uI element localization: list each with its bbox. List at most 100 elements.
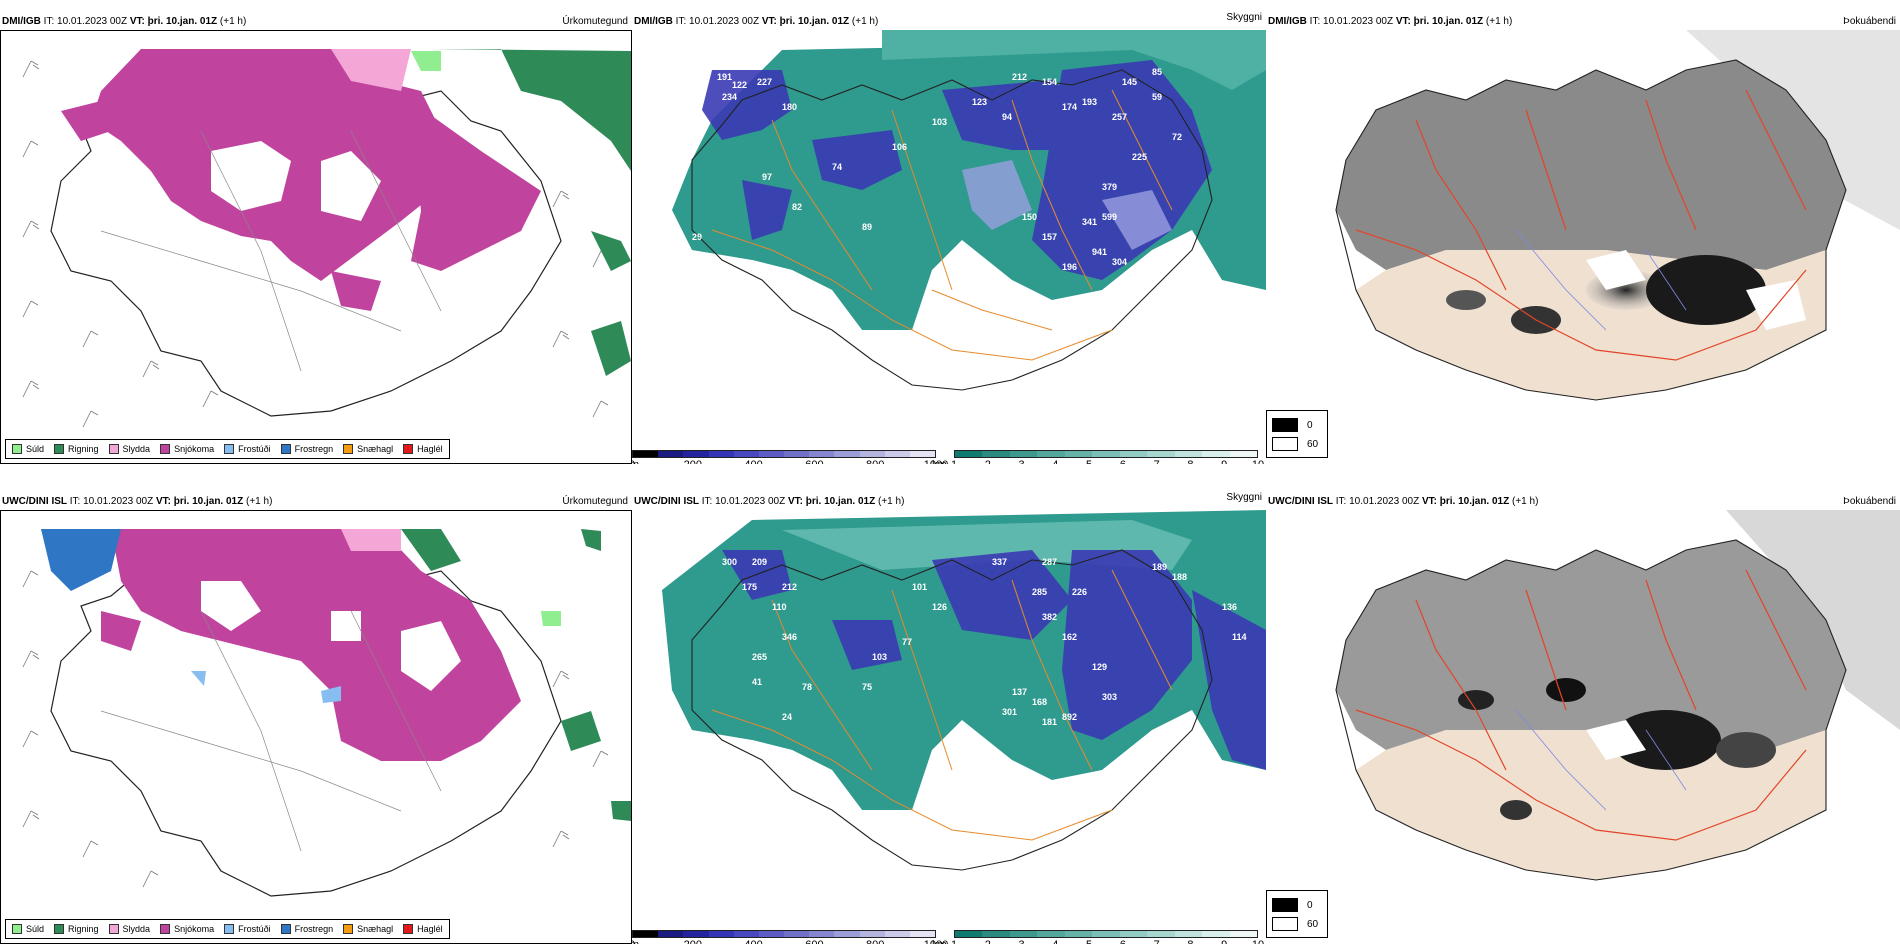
visibility-value-label: 162 <box>1062 632 1077 642</box>
visibility-value-label: 103 <box>872 652 887 662</box>
colorbar-segment <box>733 451 759 457</box>
colorbar-tick: 1 <box>951 939 957 944</box>
visibility-value-label: 72 <box>1172 132 1182 142</box>
colorbar-tick: 800 <box>866 939 884 944</box>
visibility-value-label: 174 <box>1062 102 1077 112</box>
legend-item: Súld <box>12 924 44 934</box>
visibility-value-label: 136 <box>1222 602 1237 612</box>
visibility-value-label: 304 <box>1112 257 1127 267</box>
colorbar-tick: 1000 <box>924 939 948 944</box>
colorbar-segment <box>982 451 1010 457</box>
visibility-value-label: 382 <box>1042 612 1057 622</box>
colorbar-segment <box>784 451 810 457</box>
visibility-value-label: 114 <box>1232 632 1247 642</box>
colorbar-segment <box>683 931 709 937</box>
colorbar-segment <box>758 931 785 937</box>
colorbar-tick: 400 <box>744 459 762 464</box>
colorbar-tick: 7 <box>1154 459 1160 464</box>
colorbar-segment <box>708 931 734 937</box>
visibility-value-label: 300 <box>722 557 737 567</box>
visibility-value-label: 122 <box>732 80 747 90</box>
visibility-value-label: 145 <box>1122 77 1137 87</box>
colorbar-segment <box>982 931 1010 937</box>
legend-item: Haglél <box>403 924 443 934</box>
colorbar-segment <box>1202 931 1230 937</box>
colorbar-tick: 200 <box>684 939 702 944</box>
legend-item: Frostregn <box>280 444 333 454</box>
visibility-value-label: 941 <box>1092 247 1107 257</box>
visibility-m-colorbar: m 02004006008001000 <box>632 450 948 464</box>
colorbar-tick: 10 <box>1252 459 1264 464</box>
colorbar-segment <box>1009 931 1038 937</box>
colorbar-segment <box>1147 451 1175 457</box>
colorbar-tick: 200 <box>684 459 702 464</box>
colorbar-segment <box>1229 931 1257 937</box>
colorbar-segment <box>708 451 734 457</box>
visibility-value-label: 301 <box>1002 707 1017 717</box>
colorbar-segment <box>859 931 885 937</box>
visibility-value-label: 85 <box>1152 67 1162 77</box>
precip-type-legend: Súld Rigning Slydda Snjókoma Frostúði Fr… <box>5 919 450 939</box>
fog-map <box>1266 510 1900 944</box>
colorbar-segment <box>1092 931 1120 937</box>
visibility-value-label: 126 <box>932 602 947 612</box>
panel-header: UWC/DINI ISL IT: 10.01.2023 00Z VT: þri.… <box>634 496 905 507</box>
colorbar-segment <box>884 931 910 937</box>
colorbar-segment <box>955 931 983 937</box>
colorbar-segment <box>658 931 684 937</box>
colorbar-tick: 8 <box>1187 459 1193 464</box>
legend-item: Frostúði <box>224 444 271 454</box>
visibility-value-label: 599 <box>1102 212 1117 222</box>
colorbar-segment <box>884 451 910 457</box>
colorbar-segment <box>733 931 759 937</box>
colorbar-tick: 800 <box>866 459 884 464</box>
colorbar-tick: 10 <box>1252 939 1264 944</box>
colorbar-tick: 2 <box>985 939 991 944</box>
visibility-value-label: 24 <box>782 712 792 722</box>
visibility-value-label: 257 <box>1112 112 1127 122</box>
colorbar-segment <box>909 451 936 457</box>
colorbar-segment <box>909 931 936 937</box>
colorbar-tick: 1000 <box>924 459 948 464</box>
visibility-value-label: 212 <box>782 582 797 592</box>
precip-type-legend: Súld Rigning Slydda Snjókoma Frostúði Fr… <box>5 439 450 459</box>
legend-item: Slydda <box>108 444 150 454</box>
wind-barbs <box>22 570 609 888</box>
panel-header: DMI/IGB IT: 10.01.2023 00Z VT: þri. 10.j… <box>634 16 879 27</box>
colorbar-segment <box>834 931 860 937</box>
precip-type-map: Súld Rigning Slydda Snjókoma Frostúði Fr… <box>0 510 632 944</box>
visibility-map: 300 209 175 212 110 346 265 78 75 103 77 101 126 337 2… <box>632 510 1266 944</box>
road-network <box>1355 89 1807 361</box>
colorbar-segment <box>784 931 810 937</box>
colorbar-tick: 6 <box>1120 939 1126 944</box>
visibility-value-label: 303 <box>1102 692 1117 702</box>
legend-item: Rigning <box>54 924 99 934</box>
visibility-value-label: 191 <box>717 72 732 82</box>
legend-item: Snæhagl <box>343 924 393 934</box>
fog-legend-top: 0 60 <box>1266 410 1328 458</box>
colorbar-tick: 3 <box>1018 459 1024 464</box>
visibility-km-colorbar: km 12345678910 <box>932 930 1264 944</box>
visibility-value-label: 94 <box>1002 112 1012 122</box>
visibility-value-label: 137 <box>1012 687 1027 697</box>
colorbar-tick: 0 <box>632 459 635 464</box>
colorbar-tick: 5 <box>1086 459 1092 464</box>
panel-fog-bottom: UWC/DINI ISL IT: 10.01.2023 00Z VT: þri.… <box>1266 494 1900 944</box>
visibility-value-label: 226 <box>1072 587 1087 597</box>
colorbar-segment <box>859 451 885 457</box>
visibility-value-label: 209 <box>752 557 767 567</box>
visibility-value-label: 227 <box>757 77 772 87</box>
road-network <box>711 569 1173 841</box>
colorbar-tick: 8 <box>1187 939 1193 944</box>
legend-item: Frostregn <box>280 924 333 934</box>
visibility-value-label: 101 <box>912 582 927 592</box>
colorbar-segment <box>1064 451 1093 457</box>
visibility-value-label: 196 <box>1062 262 1077 272</box>
panel-title: Úrkomutegund <box>562 496 628 507</box>
fog-map <box>1266 30 1900 464</box>
colorbar-tick: 9 <box>1221 459 1227 464</box>
visibility-value-label: 212 <box>1012 72 1027 82</box>
visibility-value-label: 265 <box>752 652 767 662</box>
visibility-value-label: 123 <box>972 97 987 107</box>
colorbar-segment <box>809 451 835 457</box>
